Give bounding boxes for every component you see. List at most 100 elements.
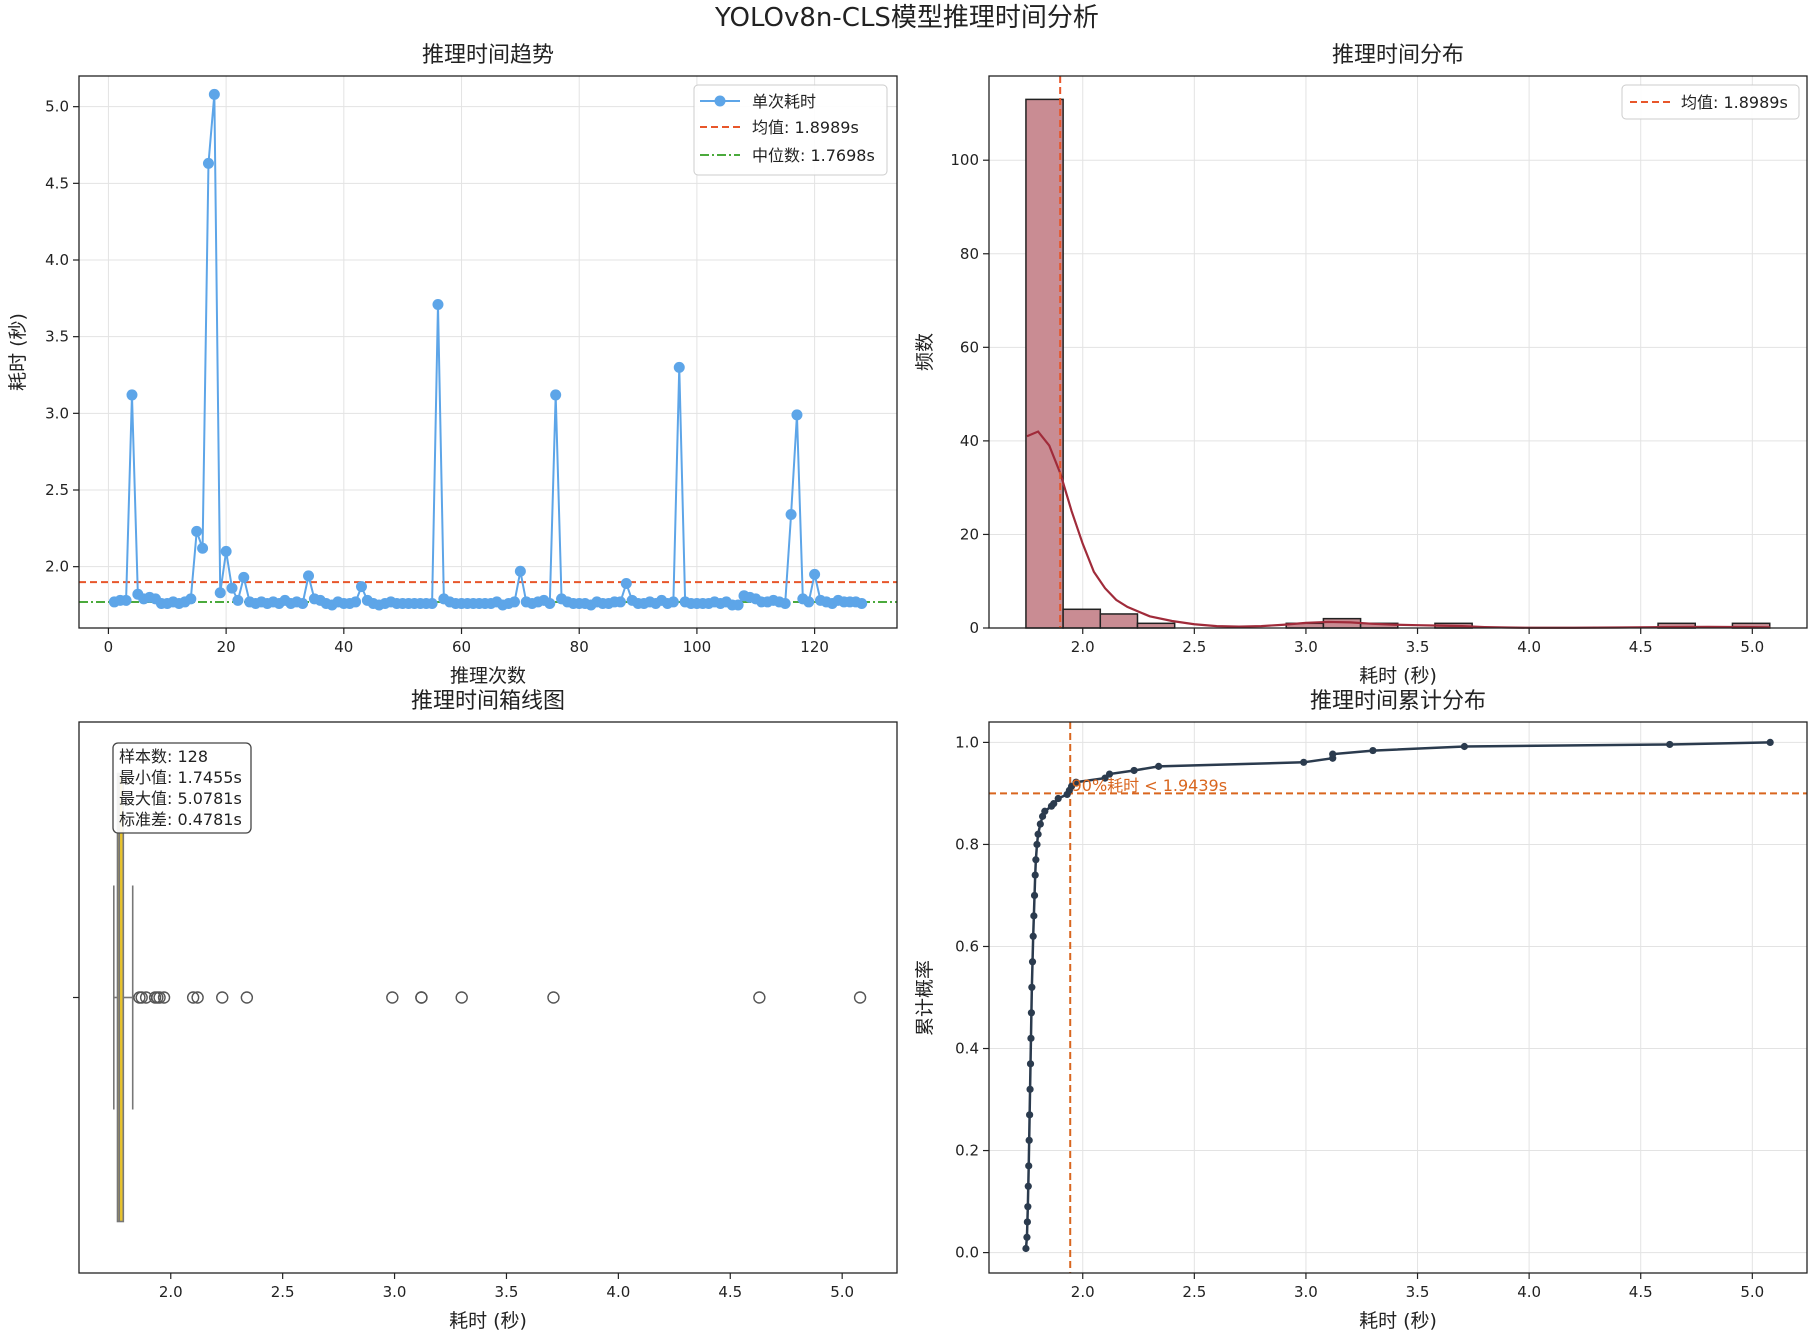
x-tick-label: 3.0: [383, 1283, 407, 1301]
trend-point: [809, 568, 821, 580]
trend-legend-frame: [693, 84, 888, 176]
histogram-xlabel: 耗时 (秒): [1359, 665, 1437, 687]
trend-ylabel: 耗时 (秒): [7, 313, 29, 391]
trend-point: [856, 597, 868, 609]
trend-ticks: 0 20 40 60 80 100 120 2.0 2.5 3.0 3.5 4.0 4.5 5.0: [45, 98, 829, 656]
x-tick-label: 60: [452, 638, 471, 656]
y-tick-label: 3.0: [45, 404, 69, 422]
outlier-point: [191, 991, 204, 1004]
cdf-point: [1030, 891, 1039, 900]
cdf-point: [1460, 742, 1468, 751]
outlier-point: [240, 991, 254, 1004]
cdf-point: [1027, 1034, 1035, 1042]
x-tick-label: 2.5: [271, 1283, 295, 1301]
x-tick-label: 2.0: [1071, 638, 1095, 656]
trend-point: [667, 596, 679, 608]
trend-point: [297, 597, 309, 609]
y-tick-label: 100: [950, 151, 979, 169]
cdf-axes-frame: [988, 721, 1808, 1274]
cdf-point: [1028, 983, 1036, 991]
y-tick-label: 40: [960, 432, 979, 450]
trend-point: [191, 525, 203, 537]
histogram-title: 推理时间分布: [1332, 43, 1464, 68]
cdf-point: [1155, 762, 1163, 770]
cdf-point: [1041, 807, 1049, 815]
y-tick-label: 2.5: [45, 481, 69, 499]
trend-point: [303, 570, 315, 582]
kde-curve: [1026, 430, 1771, 629]
trend-series: [108, 88, 868, 611]
x-tick-label: 2.0: [1071, 1283, 1095, 1301]
cdf-series: [1022, 738, 1774, 1253]
y-tick-label: 0.0: [955, 1244, 979, 1262]
y-tick-label: 4.0: [45, 251, 69, 269]
cdf-panel: 推理时间累计分布 2.0 2.5 3.0 3.5 4.0 4.5 5.0 0.0 0.2 0.4 0…: [914, 689, 1808, 1332]
y-tick-label: 20: [960, 525, 979, 543]
y-tick-label: 0.6: [955, 937, 979, 955]
trend-legend-series: 单次耗时: [752, 92, 816, 111]
x-tick-label: 2.5: [1182, 1283, 1206, 1301]
trend-point: [214, 587, 226, 599]
trend-title: 推理时间趋势: [422, 43, 554, 68]
cdf-point: [1054, 794, 1062, 803]
boxplot-title: 推理时间箱线图: [411, 689, 565, 714]
cdf-point: [1023, 1233, 1031, 1241]
cdf-annotation: 90%耗时 < 1.9439s: [1072, 776, 1227, 795]
x-tick-label: 3.0: [1294, 638, 1318, 656]
trend-point: [350, 596, 362, 608]
trend-point: [514, 565, 526, 577]
boxplot-ticks: 2.0 2.5 3.0 3.5 4.0 4.5 5.0: [73, 996, 854, 1301]
cdf-ylabel: 累计概率: [914, 960, 936, 1036]
cdf-reference-lines: [989, 722, 1807, 1273]
trend-point: [785, 509, 797, 521]
x-tick-label: 4.5: [718, 1283, 742, 1301]
x-tick-label: 3.5: [1406, 1283, 1430, 1301]
x-tick-label: 4.5: [1629, 1283, 1653, 1301]
trend-point: [202, 157, 214, 169]
histogram-legend-mean: 均值: 1.8989s: [1681, 93, 1788, 112]
y-tick-label: 1.0: [955, 733, 979, 751]
outlier-point: [547, 991, 560, 1004]
trend-point: [791, 409, 803, 421]
x-tick-label: 3.5: [1406, 638, 1430, 656]
cdf-point: [1034, 830, 1042, 838]
x-tick-label: 20: [217, 638, 236, 656]
outlier-point: [753, 991, 766, 1004]
outlier-point: [455, 991, 468, 1004]
x-tick-label: 4.0: [1517, 1283, 1541, 1301]
y-tick-label: 80: [960, 245, 979, 263]
cdf-point: [1030, 912, 1038, 920]
y-tick-label: 5.0: [45, 98, 69, 116]
cdf-point: [1028, 958, 1037, 966]
y-tick-label: 3.5: [45, 328, 69, 346]
outlier-point: [135, 991, 148, 1004]
trend-point: [550, 389, 562, 401]
trend-point: [673, 361, 685, 373]
trend-point: [544, 597, 556, 609]
x-tick-label: 4.0: [606, 1283, 630, 1301]
cdf-point: [1026, 1085, 1034, 1093]
histogram-legend-frame: [1621, 84, 1800, 120]
cdf-point: [1024, 1182, 1032, 1190]
x-tick-label: 3.0: [1294, 1283, 1318, 1301]
x-tick-label: 120: [800, 638, 829, 656]
histogram-axes-frame: [988, 75, 1808, 629]
trend-point: [803, 596, 815, 608]
trend-point: [208, 88, 220, 100]
y-tick-label: 0.2: [955, 1142, 979, 1160]
histogram-bar: [1025, 98, 1064, 629]
stats-min: 最小值: 1.7455s: [119, 768, 242, 787]
cdf-line: [1024, 741, 1771, 1249]
cdf-point: [1766, 738, 1774, 747]
histogram-grid: [989, 76, 1807, 629]
trend-legend-marker: [714, 95, 726, 107]
histogram-bar: [1099, 613, 1139, 629]
outlier-point: [415, 991, 428, 1004]
trend-point: [355, 581, 367, 593]
outlier-point: [853, 991, 867, 1004]
trend-point: [185, 593, 197, 605]
trend-point: [238, 571, 250, 583]
cdf-point: [1130, 766, 1138, 775]
histogram-legend: 均值: 1.8989s: [1621, 84, 1800, 120]
histogram-ticks: 2.0 2.5 3.0 3.5 4.0 4.5 5.0 0 20 40 60 80 100: [950, 151, 1764, 656]
